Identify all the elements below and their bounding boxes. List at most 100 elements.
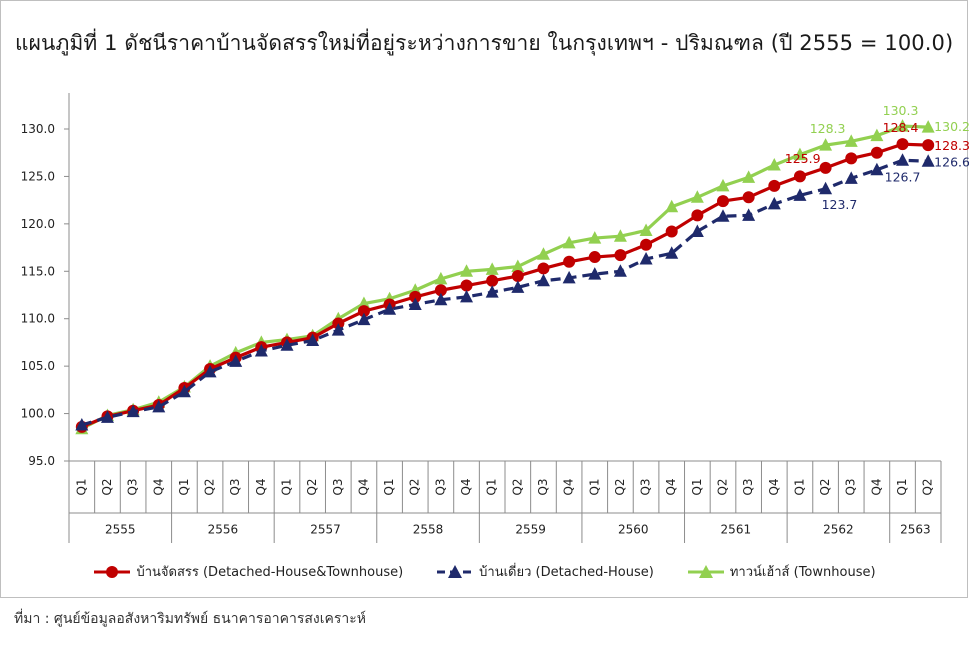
- x-tick-label-quarter: Q1: [382, 478, 396, 495]
- legend-item-detached-house: บ้านเดี่ยว (Detached-House): [437, 561, 654, 582]
- data-point-all-houses: [357, 305, 370, 318]
- data-point-townhouse: [588, 231, 602, 244]
- data-point-all-houses: [768, 179, 781, 192]
- data-point-detached-house: [357, 312, 371, 326]
- data-point-detached-house: [716, 209, 730, 222]
- data-label-all-houses: 128.4: [883, 120, 919, 135]
- data-label-detached-house: 126.6: [934, 154, 969, 169]
- x-tick-label-quarter: Q3: [331, 478, 345, 495]
- series-townhouse: [75, 119, 935, 435]
- data-point-townhouse: [511, 259, 525, 273]
- data-point-detached-house: [152, 399, 166, 413]
- data-point-all-houses: [511, 270, 524, 283]
- data-point-detached-house: [665, 246, 679, 259]
- data-point-detached-house: [254, 343, 268, 357]
- data-point-townhouse: [896, 119, 910, 132]
- x-tick-label-quarter: Q4: [459, 478, 473, 495]
- source-note: ที่มา : ศูนย์ข้อมูลอสังหาริมทรัพย์ ธนาคา…: [14, 611, 367, 627]
- data-point-townhouse: [639, 223, 653, 236]
- data-point-detached-house: [485, 285, 499, 298]
- series-line-townhouse: [81, 124, 929, 431]
- data-point-all-houses: [486, 274, 499, 287]
- series-all-houses: [75, 138, 935, 433]
- x-tick-label-quarter: Q2: [613, 478, 627, 495]
- data-point-detached-house: [331, 323, 345, 336]
- data-point-townhouse: [690, 190, 704, 203]
- x-tick-label-quarter: Q1: [177, 478, 191, 495]
- data-point-detached-house: [819, 181, 833, 195]
- data-point-all-houses: [742, 191, 755, 204]
- x-tick-label-quarter: Q3: [741, 478, 755, 495]
- series-line-detached-house: [81, 158, 929, 427]
- y-tick-label: 125.0: [21, 169, 55, 183]
- x-tick-label-quarter: Q4: [562, 478, 576, 495]
- data-point-detached-house: [536, 273, 550, 287]
- data-point-detached-house: [921, 154, 935, 167]
- data-point-detached-house: [460, 289, 474, 303]
- data-point-all-houses: [434, 284, 447, 297]
- data-point-townhouse: [819, 138, 833, 151]
- x-tick-label-year: 2558: [413, 523, 444, 537]
- y-tick-label: 105.0: [21, 359, 55, 373]
- data-point-all-houses: [922, 139, 935, 152]
- chart-title: แผนภูมิที่ 1 ดัชนีราคาบ้านจัดสรรใหม่ที่อ…: [15, 31, 954, 55]
- legend-marker-triangle-dashed: [437, 564, 474, 578]
- data-label-all-houses: 125.9: [785, 151, 821, 166]
- y-tick-label: 120.0: [21, 217, 55, 231]
- data-point-detached-house: [844, 171, 858, 184]
- data-point-detached-house: [613, 264, 627, 277]
- line-chart: 95.0 100.0 105.0 110.0 115.0 120.0 125.0 130.0 Q…: [21, 93, 969, 543]
- x-tick-label-quarter: Q4: [664, 478, 678, 495]
- data-point-all-houses: [845, 152, 858, 165]
- y-tick-label: 95.0: [28, 454, 55, 468]
- x-tick-label-quarter: Q3: [126, 478, 140, 495]
- x-tick-label-quarter: Q2: [100, 478, 114, 495]
- data-label-townhouse: 130.2: [934, 119, 969, 134]
- legend-label-all-houses: บ้านจัดสรร (Detached-House&Townhouse): [136, 565, 404, 580]
- y-tick-label: 130.0: [21, 122, 55, 136]
- x-tick-label-quarter: Q3: [844, 478, 858, 495]
- data-point-detached-house: [690, 224, 704, 237]
- legend-item-all-houses: บ้านจัดสรร (Detached-House&Townhouse): [94, 561, 403, 582]
- x-tick-label-quarter: Q2: [203, 478, 217, 495]
- data-point-townhouse: [562, 235, 576, 249]
- legend: บ้านจัดสรร (Detached-House&Townhouse) บ้…: [1, 561, 969, 582]
- data-point-detached-house: [793, 188, 807, 201]
- data-point-all-houses: [460, 279, 473, 292]
- legend-label-townhouse: ทาวน์เฮ้าส์ (Townhouse): [729, 565, 876, 580]
- data-point-all-houses: [640, 238, 653, 251]
- x-tick-label-quarter: Q4: [869, 478, 883, 495]
- x-tick-label-quarter: Q3: [639, 478, 653, 495]
- data-label-detached-house: 123.7: [822, 197, 858, 212]
- data-point-detached-house: [870, 162, 884, 176]
- series-detached-house: [75, 153, 935, 431]
- data-point-all-houses: [793, 170, 806, 183]
- data-point-townhouse: [767, 158, 781, 171]
- x-tick-label-year: 2560: [618, 523, 649, 537]
- legend-marker-triangle: [687, 564, 724, 578]
- data-point-townhouse: [742, 170, 756, 183]
- data-point-detached-house: [280, 338, 294, 351]
- x-tick-label-quarter: Q1: [485, 478, 499, 495]
- x-tick-label-quarter: Q4: [151, 478, 165, 495]
- data-point-all-houses: [819, 161, 832, 174]
- data-point-detached-house: [767, 196, 781, 210]
- y-tick-label: 110.0: [21, 312, 55, 326]
- x-tick-label-quarter: Q4: [254, 478, 268, 495]
- data-point-townhouse: [844, 134, 858, 147]
- x-tick-label-quarter: Q1: [587, 478, 601, 495]
- data-point-all-houses: [409, 290, 422, 303]
- data-point-all-houses: [588, 251, 601, 264]
- x-tick-label-year: 2562: [823, 523, 854, 537]
- y-tick-label: 100.0: [21, 407, 55, 421]
- data-point-townhouse: [870, 128, 884, 142]
- data-point-detached-house: [383, 302, 397, 315]
- data-point-townhouse: [921, 120, 935, 133]
- y-tick-label: 115.0: [21, 264, 55, 278]
- data-point-detached-house: [306, 333, 320, 347]
- x-tick-label-year: 2555: [105, 523, 136, 537]
- data-point-detached-house: [100, 410, 114, 423]
- x-tick-label-year: 2563: [900, 523, 931, 537]
- data-point-townhouse: [434, 271, 448, 285]
- legend-item-townhouse: ทาวน์เฮ้าส์ (Townhouse): [687, 561, 876, 582]
